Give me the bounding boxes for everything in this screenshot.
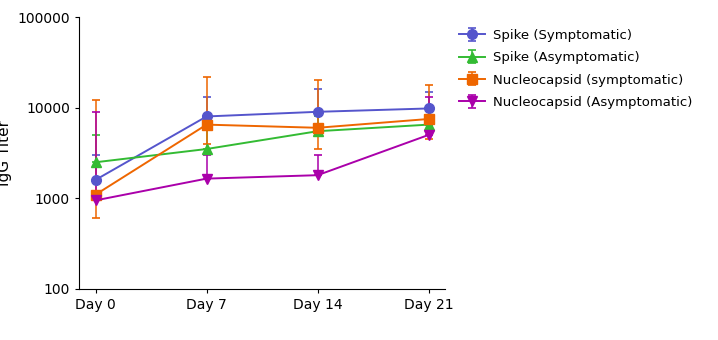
Y-axis label: IgG Titer: IgG Titer <box>0 120 11 186</box>
Legend: Spike (Symptomatic), Spike (Asymptomatic), Nucleocapsid (symptomatic), Nucleocap: Spike (Symptomatic), Spike (Asymptomatic… <box>459 29 693 109</box>
